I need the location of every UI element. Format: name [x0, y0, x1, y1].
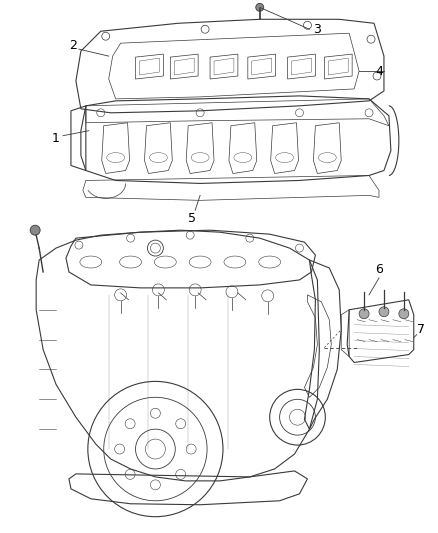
- Text: 7: 7: [417, 323, 425, 336]
- Text: 3: 3: [314, 23, 321, 36]
- Circle shape: [256, 3, 264, 11]
- Circle shape: [359, 309, 369, 319]
- Text: 5: 5: [188, 212, 196, 225]
- Text: 1: 1: [52, 132, 60, 145]
- Text: 6: 6: [375, 263, 383, 277]
- Circle shape: [30, 225, 40, 235]
- Circle shape: [379, 307, 389, 317]
- Circle shape: [399, 309, 409, 319]
- Text: 2: 2: [69, 39, 77, 52]
- Text: 4: 4: [375, 64, 383, 77]
